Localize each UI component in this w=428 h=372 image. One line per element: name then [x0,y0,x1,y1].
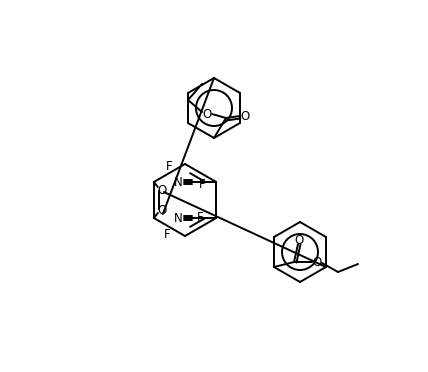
Text: N: N [174,212,183,224]
Text: F: F [197,211,203,224]
Text: N: N [174,176,183,189]
Text: O: O [202,108,211,121]
Text: F: F [166,160,172,173]
Text: O: O [294,234,303,247]
Text: O: O [241,109,250,122]
Text: O: O [157,203,166,217]
Text: O: O [157,183,166,196]
Text: O: O [312,256,322,269]
Text: F: F [163,228,170,241]
Text: F: F [199,177,205,190]
